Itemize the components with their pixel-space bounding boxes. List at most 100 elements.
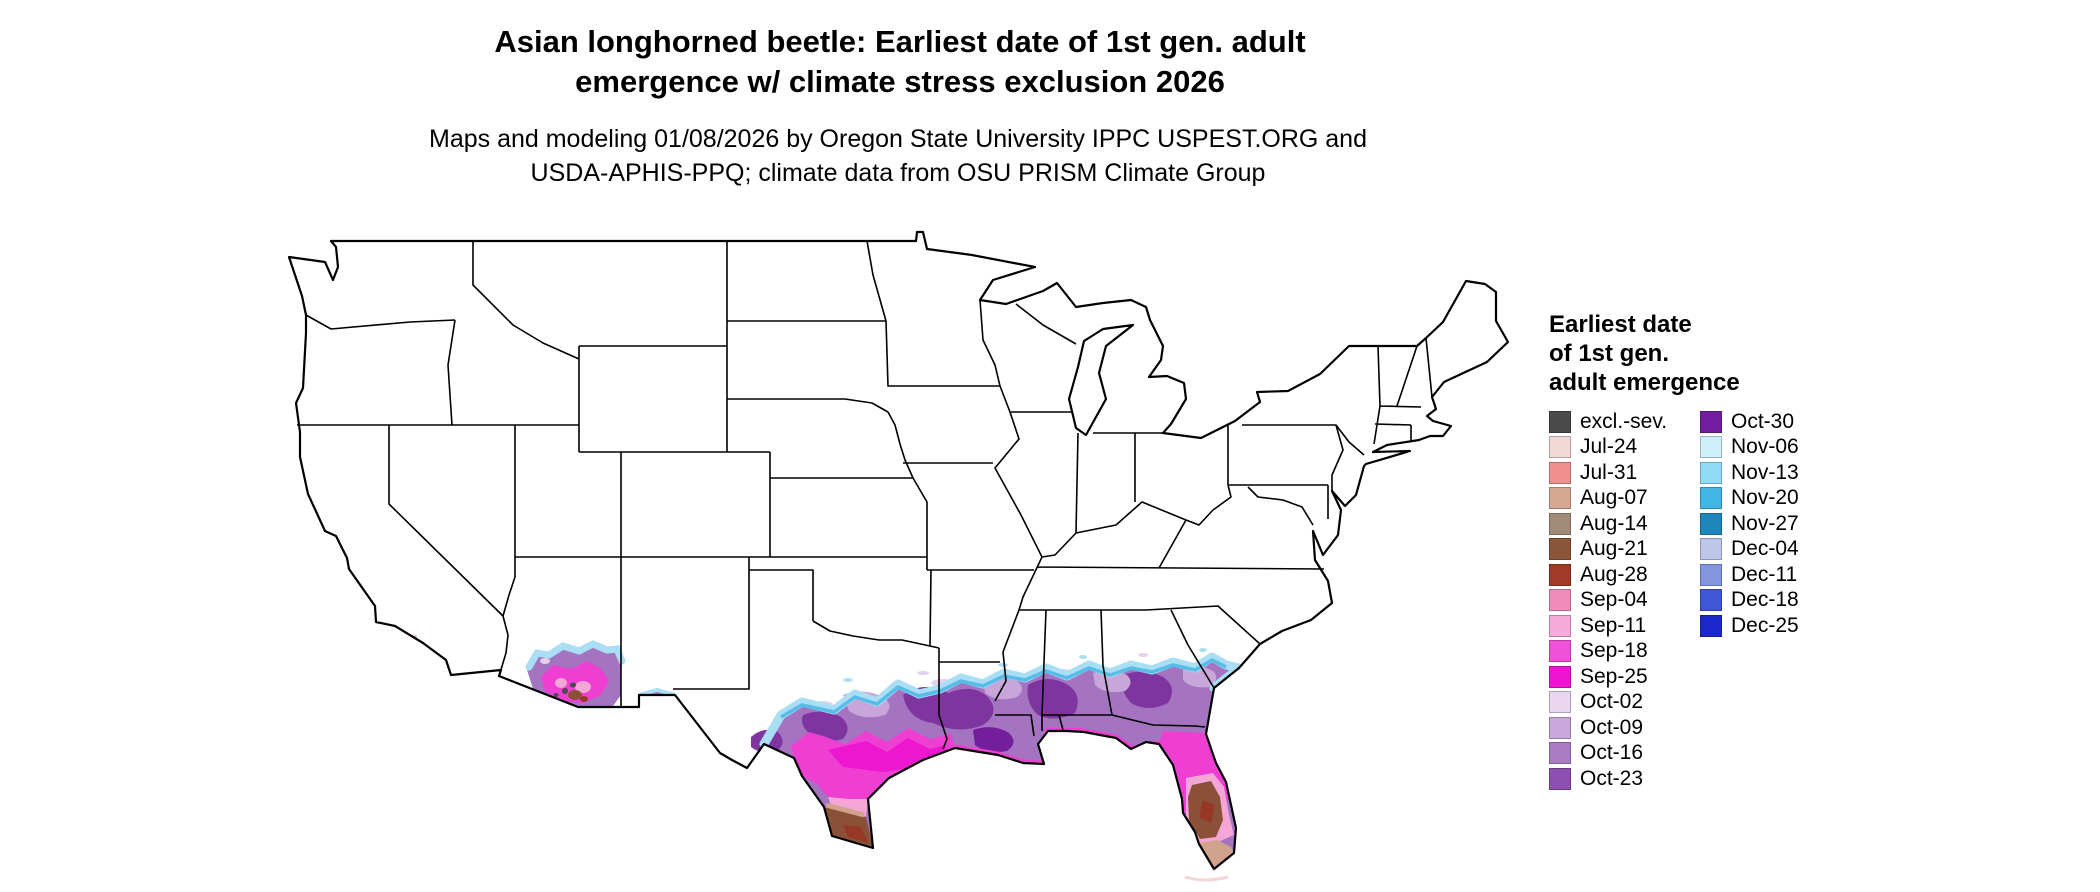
legend-column-1: excl.-sev. Jul-24 Jul-31 Aug-07 Aug-14 Aug-21… (1549, 409, 1700, 792)
legend-swatch (1549, 691, 1571, 714)
legend-title-line-3: adult emergence (1549, 369, 1740, 396)
legend-swatch (1549, 487, 1571, 510)
raster-lightpurple-patch (1183, 666, 1217, 688)
raster-az-exclusion (570, 682, 576, 688)
legend-item: Nov-13 (1700, 460, 1799, 486)
legend-swatch (1549, 563, 1571, 586)
legend: Earliest date of 1st gen. adult emergenc… (1549, 310, 1799, 792)
legend-column-2: Oct-30 Nov-06 Nov-13 Nov-20 Nov-27 Dec-04 Dec-… (1700, 409, 1799, 792)
legend-item: Aug-28 (1549, 562, 1700, 588)
legend-title-line-2: of 1st gen. (1549, 340, 1670, 367)
raster-az-pink (555, 678, 567, 688)
legend-swatch (1549, 640, 1571, 663)
legend-label: Aug-28 (1580, 562, 1648, 586)
raster-lavender-fleck (917, 671, 929, 675)
legend-item: Dec-04 (1700, 537, 1799, 563)
legend-swatch (1549, 461, 1571, 484)
legend-label: Nov-06 (1731, 435, 1799, 459)
legend-label: Dec-11 (1731, 562, 1798, 586)
legend-swatch (1549, 436, 1571, 459)
legend-label: Sep-25 (1580, 664, 1648, 688)
legend-label: Oct-09 (1580, 715, 1644, 739)
legend-swatch (1549, 538, 1571, 561)
raster-lightpurple-patch (1093, 670, 1131, 693)
us-outline (287, 230, 1510, 871)
legend-item: Oct-16 (1549, 741, 1700, 767)
raster-darkpurple-patch (1027, 679, 1078, 719)
title-line-2: emergence w/ climate stress exclusion 20… (575, 64, 1225, 99)
legend-item: Dec-18 (1700, 588, 1799, 614)
legend-item: Aug-21 (1549, 537, 1700, 563)
legend-item: Sep-04 (1549, 588, 1700, 614)
raster-cyan-speck (1199, 648, 1207, 652)
legend-swatch (1549, 614, 1571, 637)
raster-tx-darkbrown (843, 825, 868, 843)
legend-label: Aug-07 (1580, 486, 1648, 510)
legend-item: Aug-07 (1549, 486, 1700, 512)
raster-az-exclusion (562, 688, 568, 694)
legend-item: Oct-23 (1549, 766, 1700, 792)
title-line-1: Asian longhorned beetle: Earliest date o… (494, 24, 1306, 59)
legend-label: Oct-23 (1580, 766, 1644, 790)
page-title: Asian longhorned beetle: Earliest date o… (494, 22, 1305, 102)
legend-swatch (1700, 563, 1722, 586)
raster-az-exclusion (553, 693, 559, 697)
legend-item: Nov-06 (1700, 435, 1799, 461)
legend-label: Sep-18 (1580, 639, 1648, 663)
legend-swatch (1700, 410, 1722, 433)
legend-label: Dec-25 (1731, 613, 1799, 637)
raster-cyan-speck (843, 678, 853, 682)
raster-cyan-speck (1079, 655, 1087, 659)
raster-cyan-speck (998, 663, 1008, 667)
legend-swatch (1700, 589, 1722, 612)
us-map (287, 230, 1510, 882)
legend-swatch (1549, 410, 1571, 433)
legend-swatch (1549, 665, 1571, 688)
raster-nm-cyan (638, 687, 676, 697)
emergence-raster (399, 631, 1244, 869)
page-subtitle: Maps and modeling 01/08/2026 by Oregon S… (429, 122, 1367, 190)
legend-label: Oct-30 (1731, 409, 1795, 433)
raster-az-cyan-fringe (525, 640, 626, 671)
raster-az-brown (568, 690, 582, 700)
legend-item: Sep-18 (1549, 639, 1700, 665)
legend-swatch (1700, 487, 1722, 510)
legend-item: Dec-25 (1700, 613, 1799, 639)
legend-swatch (1700, 436, 1722, 459)
state-borders (297, 240, 1433, 750)
raster-az-lavender (540, 658, 550, 664)
legend-label: Nov-13 (1731, 460, 1799, 484)
subtitle-line-1: Maps and modeling 01/08/2026 by Oregon S… (429, 125, 1367, 153)
raster-az-darkbrown (580, 696, 588, 702)
raster-az-magenta (541, 661, 609, 703)
raster-darkpurple-patch (1122, 671, 1172, 708)
legend-item: Dec-11 (1700, 562, 1799, 588)
raster-az-pink (575, 681, 591, 693)
legend-item: excl.-sev. (1549, 409, 1700, 435)
legend-swatch (1700, 512, 1722, 535)
legend-label: Oct-16 (1580, 741, 1644, 765)
legend-swatch (1700, 461, 1722, 484)
legend-label: Nov-27 (1731, 511, 1799, 535)
legend-title: Earliest date of 1st gen. adult emergenc… (1549, 310, 1799, 397)
legend-label: Aug-14 (1580, 511, 1648, 535)
legend-label: Jul-24 (1580, 435, 1638, 459)
legend-label: Sep-11 (1580, 613, 1647, 637)
legend-item: Oct-30 (1700, 409, 1799, 435)
raster-darkpurple-patch (973, 727, 1014, 753)
raster-fl-darkbrown (1199, 800, 1215, 823)
raster-cyan-fringe-inner (780, 658, 1227, 719)
raster-tx-tan-edge (825, 802, 865, 818)
legend-label: Aug-21 (1580, 537, 1648, 561)
legend-title-line-1: Earliest date (1549, 311, 1692, 338)
legend-swatch (1549, 767, 1571, 790)
legend-label: Sep-04 (1580, 588, 1648, 612)
legend-item: Jul-31 (1549, 460, 1700, 486)
florida-keys-fringe (1184, 875, 1229, 882)
legend-item: Oct-09 (1549, 715, 1700, 741)
legend-label: excl.-sev. (1580, 409, 1668, 433)
legend-label: Dec-18 (1731, 588, 1799, 612)
legend-swatch (1700, 538, 1722, 561)
legend-item: Aug-14 (1549, 511, 1700, 537)
